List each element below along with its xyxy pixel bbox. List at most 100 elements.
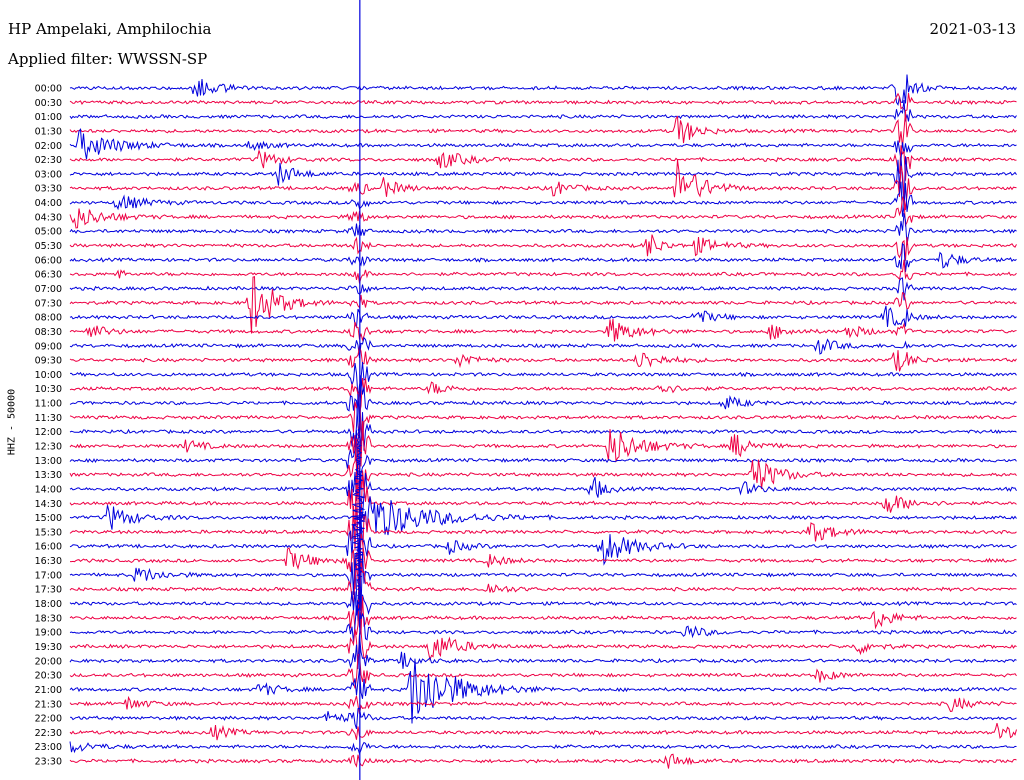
trace-row xyxy=(69,695,1017,715)
row-time-label: 20:00 xyxy=(35,656,62,667)
trace-row xyxy=(69,276,1017,334)
trace-row xyxy=(69,430,1017,501)
trace-row xyxy=(69,741,1017,756)
station-title: HP Ampelaki, Amphilochia xyxy=(8,20,212,38)
trace-row xyxy=(69,305,1017,329)
trace-row xyxy=(69,628,1017,666)
row-time-label: 15:30 xyxy=(35,527,62,538)
trace-row xyxy=(69,580,1017,635)
trace-row xyxy=(69,234,1017,261)
trace-row xyxy=(69,111,1017,148)
row-time-label: 01:30 xyxy=(35,126,62,137)
row-time-label: 21:00 xyxy=(35,685,62,696)
trace-row xyxy=(69,539,1017,622)
row-time-label: 05:30 xyxy=(35,241,62,252)
trace-row xyxy=(69,259,1017,284)
row-time-label: 13:30 xyxy=(35,470,62,481)
trace-row xyxy=(69,92,1017,112)
trace-row xyxy=(69,389,1017,441)
row-time-label: 19:00 xyxy=(35,628,62,639)
date-label: 2021-03-13 xyxy=(929,20,1016,38)
trace-row xyxy=(70,362,1017,398)
row-time-label: 12:00 xyxy=(35,427,62,438)
trace-row xyxy=(69,558,1017,609)
row-time-label: 05:00 xyxy=(35,227,62,238)
row-time-label: 14:30 xyxy=(35,499,62,510)
trace-row xyxy=(69,753,1017,769)
trace-row xyxy=(69,438,1017,492)
row-time-label: 00:00 xyxy=(35,84,62,95)
row-time-label: 20:30 xyxy=(35,671,62,682)
trace-row xyxy=(69,479,1017,573)
trace-row xyxy=(69,100,1017,122)
row-time-label: 12:30 xyxy=(35,442,62,453)
row-time-label: 06:00 xyxy=(35,255,62,266)
trace-row xyxy=(69,159,1017,211)
trace-row xyxy=(69,658,1017,724)
row-time-label: 22:00 xyxy=(35,714,62,725)
trace-row xyxy=(70,533,1017,593)
trace-row xyxy=(69,605,1017,643)
trace-row xyxy=(69,74,1017,107)
trace-row xyxy=(69,145,1017,181)
row-time-label: 10:30 xyxy=(35,384,62,395)
trace-row xyxy=(69,277,1017,301)
row-time-label: 02:00 xyxy=(35,141,62,152)
row-time-label: 02:30 xyxy=(35,155,62,166)
trace-row xyxy=(69,496,1017,536)
row-time-label: 01:00 xyxy=(35,112,62,123)
row-time-label: 03:30 xyxy=(35,184,62,195)
trace-row xyxy=(69,653,1017,689)
row-time-label: 17:00 xyxy=(35,570,62,581)
row-time-label: 09:00 xyxy=(35,341,62,352)
row-time-label: 06:30 xyxy=(35,270,62,281)
row-time-label: 13:00 xyxy=(35,456,62,467)
row-time-label: 00:30 xyxy=(35,98,62,109)
row-time-label: 23:00 xyxy=(35,742,62,753)
row-time-label: 18:30 xyxy=(35,613,62,624)
row-time-label: 22:30 xyxy=(35,728,62,739)
row-time-label: 19:30 xyxy=(35,642,62,653)
row-time-label: 07:30 xyxy=(35,298,62,309)
trace-row xyxy=(69,635,1017,670)
row-time-label: 16:30 xyxy=(35,556,62,567)
row-time-label: 11:00 xyxy=(35,399,62,410)
trace-row xyxy=(69,591,1017,628)
row-time-label: 04:30 xyxy=(35,212,62,223)
row-time-label: 08:00 xyxy=(35,313,62,324)
trace-row xyxy=(69,181,1017,217)
trace-row xyxy=(69,127,1017,160)
trace-row xyxy=(69,394,1017,451)
trace-row xyxy=(69,156,1017,210)
row-time-label: 21:30 xyxy=(35,699,62,710)
row-time-label: 10:00 xyxy=(35,370,62,381)
row-label-group: 00:00 00:30 01:00 01:30 02:00 02:30 03:00 03:30… xyxy=(35,84,62,768)
row-time-label: 11:30 xyxy=(35,413,62,424)
row-time-label: 04:00 xyxy=(35,198,62,209)
trace-row xyxy=(69,318,1017,342)
trace-row xyxy=(69,421,1017,469)
row-time-label: 03:00 xyxy=(35,169,62,180)
trace-row xyxy=(69,377,1017,415)
trace-row xyxy=(69,471,1017,522)
trace-row xyxy=(69,519,1017,569)
row-time-label: 09:30 xyxy=(35,356,62,367)
trace-row xyxy=(69,344,1017,372)
trace-row xyxy=(69,722,1017,741)
row-time-label: 07:00 xyxy=(35,284,62,295)
trace-row xyxy=(69,242,1017,273)
major-event-burst xyxy=(351,427,367,607)
trace-row xyxy=(69,195,1017,229)
trace-row xyxy=(69,466,1017,557)
trace-row xyxy=(69,375,1017,439)
row-time-label: 17:30 xyxy=(35,585,62,596)
row-time-label: 15:00 xyxy=(35,513,62,524)
trace-row xyxy=(69,336,1017,359)
row-time-label: 14:00 xyxy=(35,484,62,495)
trace-row xyxy=(69,707,1017,730)
row-time-label: 18:00 xyxy=(35,599,62,610)
row-time-label: 08:30 xyxy=(35,327,62,338)
trace-row xyxy=(69,213,1017,246)
row-time-label: 16:00 xyxy=(35,542,62,553)
